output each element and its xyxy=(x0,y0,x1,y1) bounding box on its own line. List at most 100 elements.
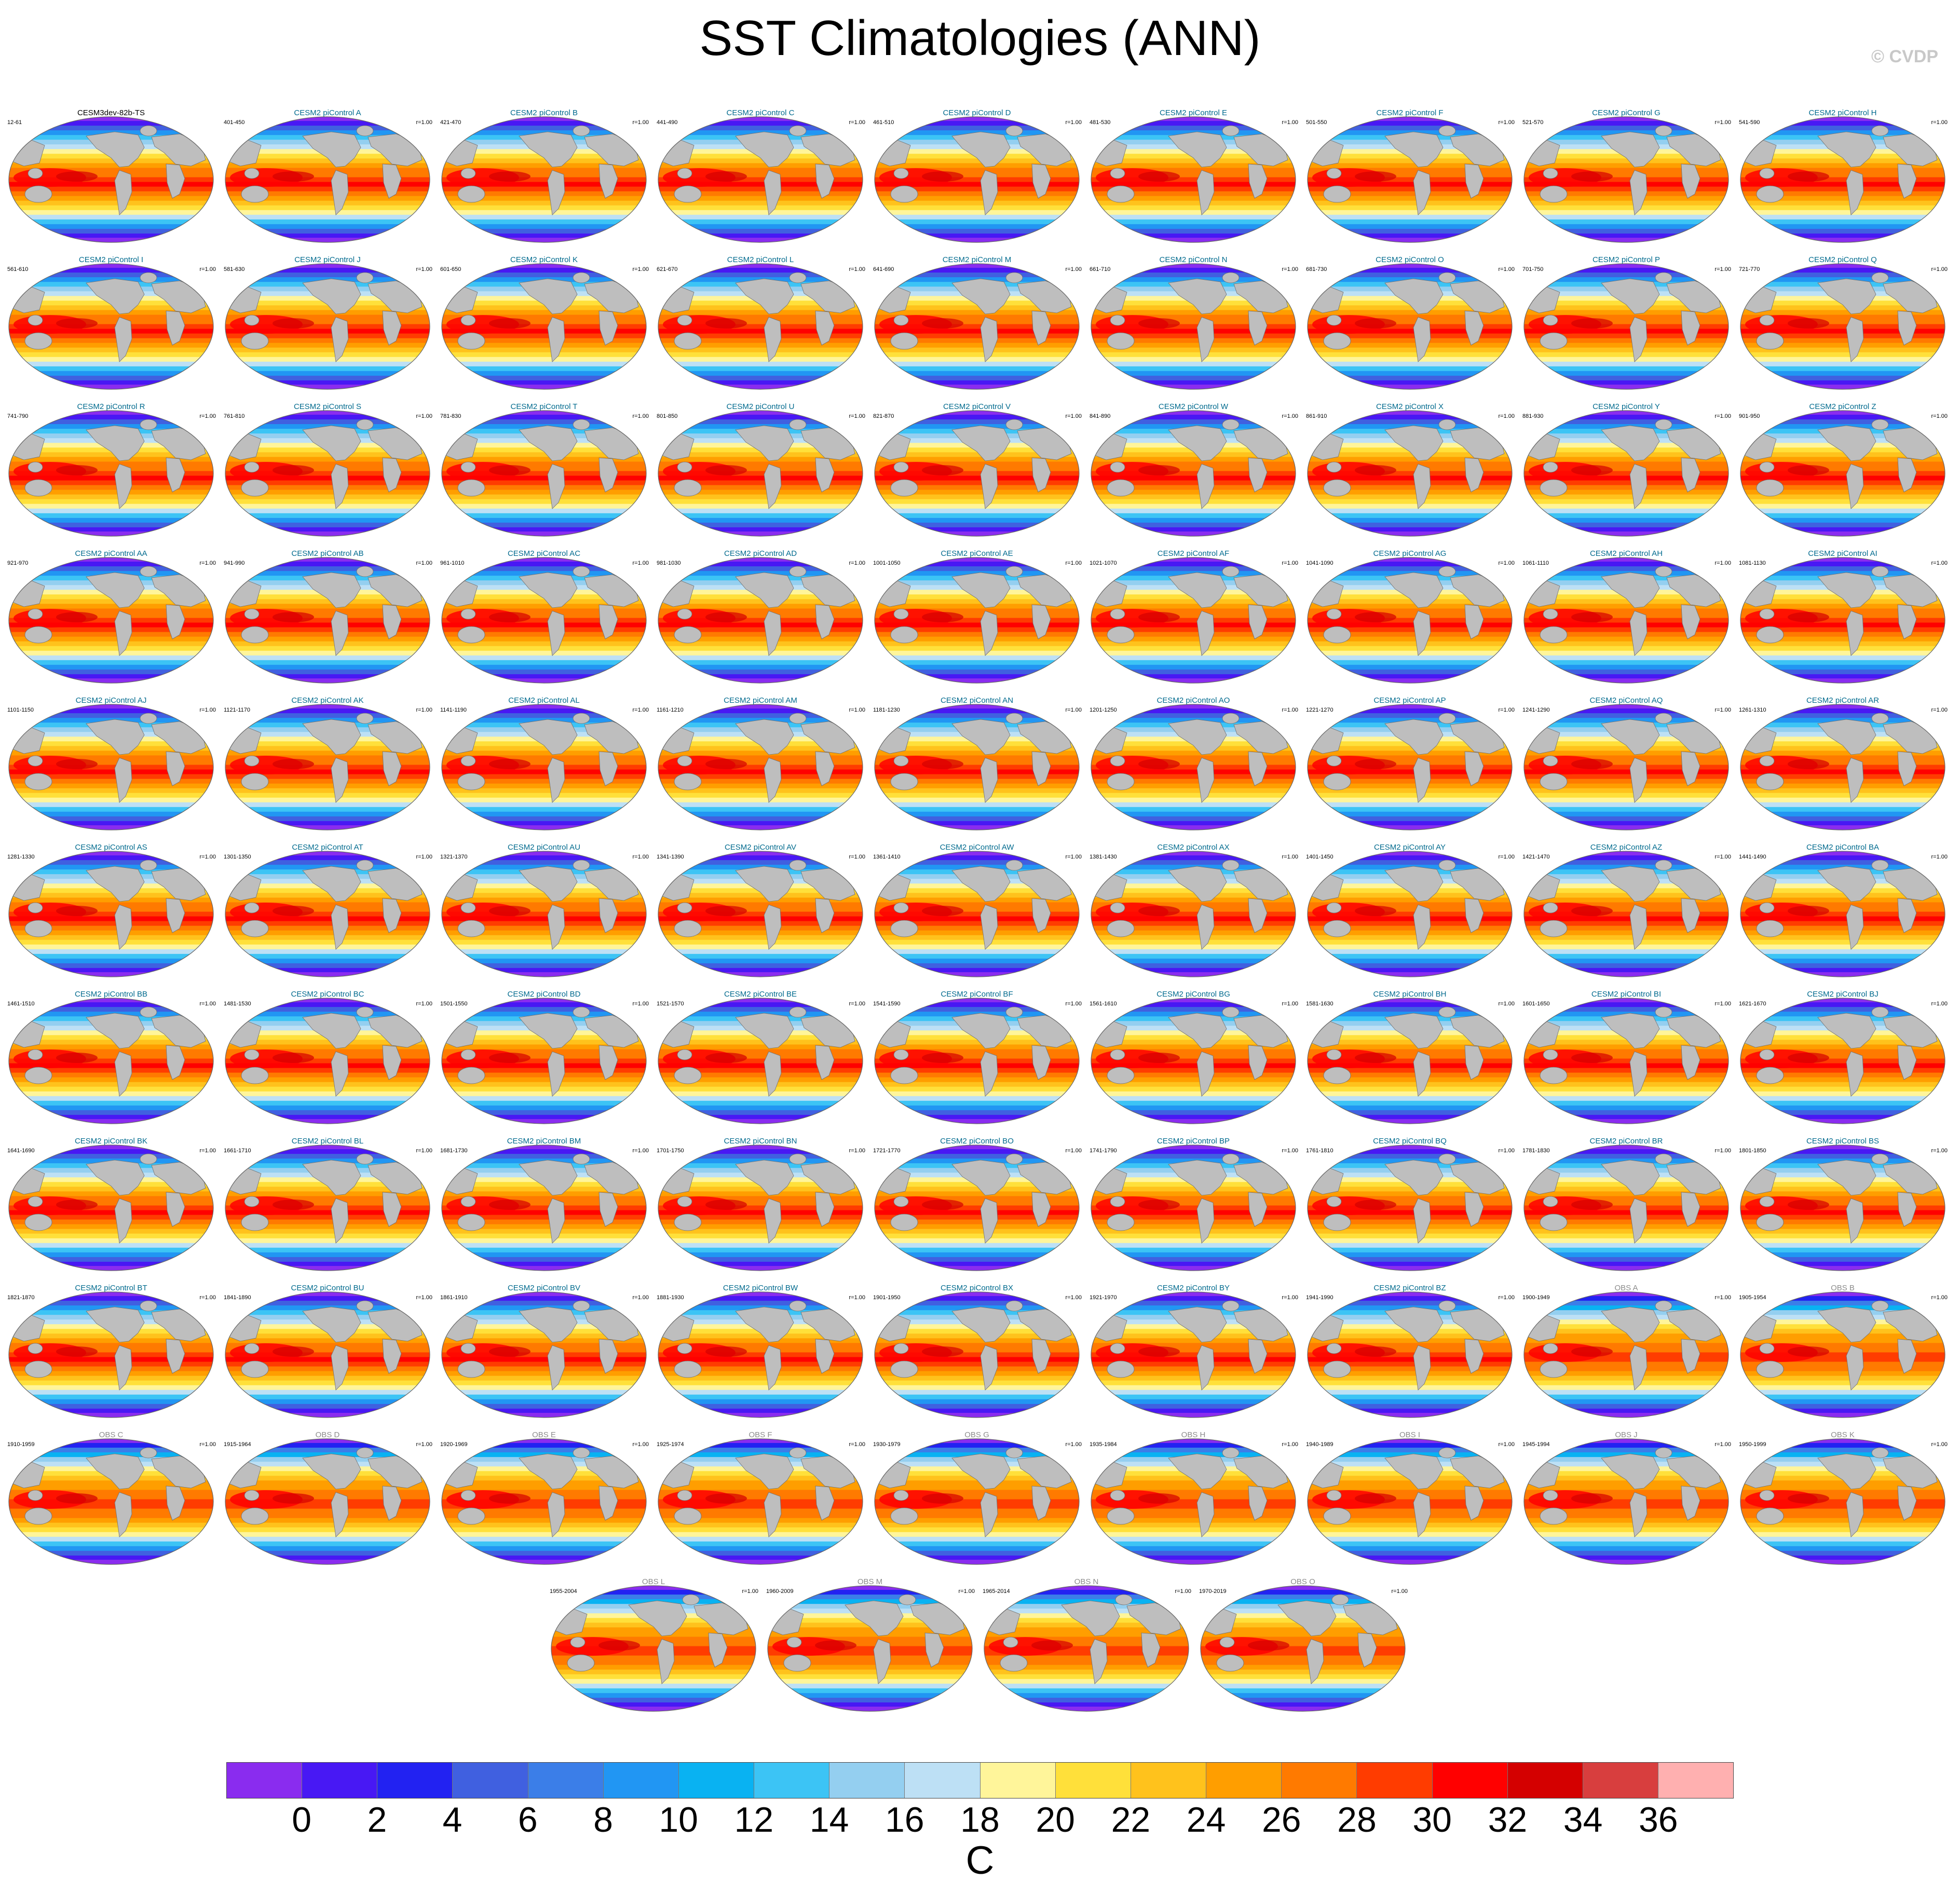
sst-band xyxy=(1740,315,1945,320)
land-mass xyxy=(1681,604,1700,639)
land-mass xyxy=(1091,873,1127,901)
panel-years: 1161-1210 xyxy=(657,707,684,713)
sst-band xyxy=(1740,1191,1945,1197)
land-mass xyxy=(890,773,918,791)
sst-band xyxy=(1740,1385,1945,1391)
sst-band xyxy=(1308,660,1512,665)
land-mass xyxy=(1817,131,1876,168)
sst-band xyxy=(1308,655,1512,661)
warm-pool xyxy=(1788,318,1829,329)
land-mass xyxy=(457,479,485,497)
sst-band xyxy=(1308,1191,1512,1197)
sst-band xyxy=(1091,1366,1296,1372)
sst-band xyxy=(9,907,213,912)
sst-band xyxy=(9,466,213,472)
sst-band xyxy=(658,1338,863,1344)
land-mass xyxy=(1601,719,1660,755)
land-mass xyxy=(460,1490,476,1501)
map-panel: CESM2 piControl AK 1121-1170 r=1.00 xyxy=(222,697,433,832)
sst-band xyxy=(1524,1408,1728,1414)
sst-band xyxy=(658,522,863,528)
warm-pool xyxy=(1138,1346,1180,1357)
panel-pattern-correlation: r=1.00 xyxy=(849,707,866,713)
panel-title: CESM2 piControl AN xyxy=(940,696,1014,705)
land-mass xyxy=(1005,713,1023,724)
sst-band xyxy=(658,664,863,670)
map-outline xyxy=(441,116,647,243)
panel-pattern-correlation: r=1.00 xyxy=(849,1295,866,1301)
sst-band xyxy=(875,471,1079,476)
sst-band xyxy=(225,713,430,718)
map-outline xyxy=(1740,998,1945,1124)
sst-band xyxy=(225,419,430,425)
sst-band xyxy=(442,415,646,420)
sst-band xyxy=(442,1044,646,1050)
land-mass xyxy=(356,713,374,724)
sst-band xyxy=(225,1100,430,1106)
sst-band xyxy=(225,751,430,756)
sst-band xyxy=(1740,1007,1945,1012)
sst-band xyxy=(225,177,430,183)
land-mass xyxy=(1222,1447,1240,1459)
sst-band xyxy=(442,272,646,278)
sst-band xyxy=(1740,566,1945,571)
panel-years: 981-1030 xyxy=(657,560,681,566)
sst-field xyxy=(1308,1145,1512,1271)
sst-band xyxy=(1091,1371,1296,1377)
land-mass xyxy=(1110,1196,1125,1207)
sst-band xyxy=(1091,210,1296,215)
panel-pattern-correlation: r=1.00 xyxy=(1282,854,1299,860)
sst-band xyxy=(1740,1247,1945,1253)
sst-band xyxy=(1308,746,1512,751)
sst-band xyxy=(225,902,430,908)
map-panel: CESM2 piControl BO 1721-1770 r=1.00 xyxy=(871,1137,1083,1272)
land-mass xyxy=(1031,1045,1051,1080)
sst-band xyxy=(225,1049,430,1055)
colorbar xyxy=(226,1762,1734,1798)
land-mass xyxy=(1817,572,1876,608)
sst-band xyxy=(225,664,430,670)
sst-band xyxy=(1740,264,1945,268)
sst-band xyxy=(1308,779,1512,784)
panel-pattern-correlation: r=1.00 xyxy=(1714,854,1732,860)
sst-field xyxy=(875,1145,1079,1271)
land-mass xyxy=(140,125,157,137)
sst-band xyxy=(1740,618,1945,623)
map-panel: CESM2 piControl BE 1521-1570 r=1.00 xyxy=(655,990,866,1125)
sst-band xyxy=(225,1504,430,1509)
sst-band xyxy=(1308,1110,1512,1115)
sst-band xyxy=(1524,1394,1728,1400)
polar-band xyxy=(1201,1707,1405,1711)
sst-band xyxy=(1091,1058,1296,1064)
land-mass xyxy=(1629,317,1648,362)
sst-band xyxy=(875,319,1079,325)
sst-band xyxy=(442,196,646,201)
panel-years: 721-770 xyxy=(1739,266,1760,272)
sst-band xyxy=(1740,1394,1945,1400)
sst-band xyxy=(1308,522,1512,528)
sst-band xyxy=(658,1536,863,1542)
land-mass xyxy=(658,285,695,314)
sst-map xyxy=(1091,1291,1296,1418)
panel-years: 741-790 xyxy=(7,413,29,419)
sst-band xyxy=(1740,1044,1945,1050)
land-mass xyxy=(331,1051,349,1097)
sst-band xyxy=(1308,613,1512,619)
sst-band xyxy=(1308,1007,1512,1012)
sst-band xyxy=(1740,1296,1945,1301)
sst-field xyxy=(1308,998,1512,1124)
sst-band xyxy=(658,1443,863,1448)
sst-band xyxy=(1308,177,1512,183)
sst-band xyxy=(225,375,430,381)
sst-band xyxy=(658,1292,863,1297)
warm-pool xyxy=(1571,171,1613,182)
sst-band xyxy=(1524,604,1728,609)
panel-years: 1041-1090 xyxy=(1306,560,1333,566)
sst-band xyxy=(1308,310,1512,316)
panel-pattern-correlation: r=1.00 xyxy=(1065,1001,1082,1007)
sst-band xyxy=(442,452,646,457)
colorbar-swatch xyxy=(1658,1763,1734,1798)
land-mass xyxy=(225,873,262,901)
land-mass xyxy=(1655,125,1672,137)
sst-band xyxy=(875,1252,1079,1258)
